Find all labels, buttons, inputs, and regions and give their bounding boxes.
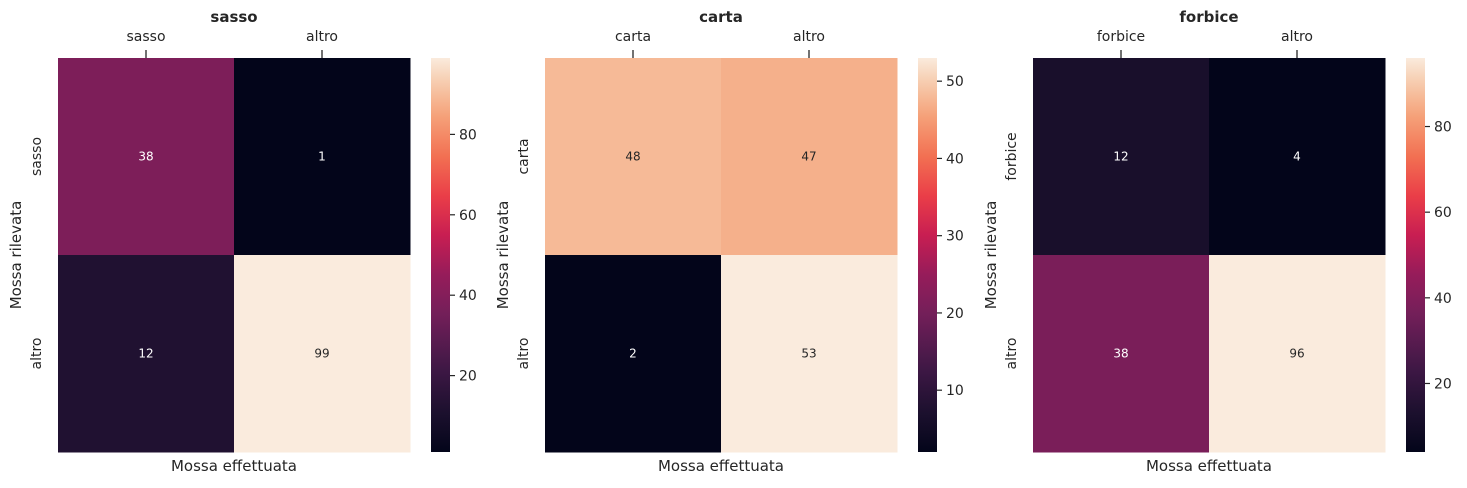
heatmap-cell (721, 58, 898, 256)
cell-value-label: 1 (318, 150, 326, 164)
heatmap-cell (1209, 58, 1386, 256)
cell-value-label: 38 (1113, 347, 1128, 361)
cell-value-label: 53 (801, 347, 816, 361)
y-tick-label: forbice (1004, 132, 1020, 180)
heatmap-cell (1033, 255, 1210, 453)
colorbar-tick-label: 60 (459, 208, 477, 224)
cell-value-label: 47 (801, 150, 816, 164)
colorbar-tick-label: 50 (946, 74, 964, 90)
heatmap-cell (234, 58, 411, 256)
chart-title: carta (699, 8, 743, 26)
colorbar-tick-label: 20 (946, 306, 964, 322)
x-axis-label: Mossa effettuata (658, 457, 784, 475)
cell-value-label: 12 (1113, 150, 1128, 164)
cell-value-label: 12 (138, 347, 153, 361)
colorbar-tick-label: 10 (946, 383, 964, 399)
heatmap-cell (58, 58, 235, 256)
y-axis-label: Mossa rilevata (982, 201, 1000, 310)
colorbar (918, 58, 937, 452)
cell-value-label: 96 (1289, 347, 1304, 361)
colorbar (431, 58, 450, 452)
colorbar-tick-label: 40 (1434, 291, 1452, 307)
x-tick-label: altro (1281, 29, 1313, 45)
heatmap-panel-forbice: 12 4 38 96 forbice forbice altro forbice altro Mo… (982, 8, 1452, 475)
x-tick-label: carta (615, 29, 651, 45)
y-tick-label: altro (516, 338, 532, 370)
colorbar-tick-label: 40 (459, 288, 477, 304)
heatmap-panel-carta: 48 47 2 53 carta carta altro carta altro Mossa ef… (494, 8, 964, 475)
colorbar-tick-label: 60 (1434, 205, 1452, 221)
heatmap-cell (721, 255, 898, 453)
chart-title: sasso (210, 8, 257, 26)
cell-value-label: 4 (1293, 150, 1301, 164)
colorbar (1406, 58, 1425, 452)
y-tick-label: altro (1004, 338, 1020, 370)
heatmap-cell (1209, 255, 1386, 453)
cell-value-label: 2 (629, 347, 637, 361)
x-tick-label: altro (793, 29, 825, 45)
heatmap-panel-sasso: 38 1 12 99 sasso sasso altro sasso altro Mossa ef… (7, 8, 477, 475)
colorbar-tick-label: 30 (946, 229, 964, 245)
x-tick-label: sasso (126, 29, 165, 45)
chart-title: forbice (1179, 8, 1238, 26)
x-tick-label: altro (306, 29, 338, 45)
heatmap-cell (58, 255, 235, 453)
heatmap-cell (234, 255, 411, 453)
heatmap-cell (1033, 58, 1210, 256)
colorbar-tick-label: 80 (1434, 120, 1452, 136)
x-axis-label: Mossa effettuata (171, 457, 297, 475)
y-tick-label: sasso (29, 137, 45, 176)
y-tick-label: carta (516, 138, 532, 174)
cell-value-label: 48 (625, 150, 640, 164)
y-axis-label: Mossa rilevata (7, 201, 25, 310)
cell-value-label: 99 (314, 347, 329, 361)
colorbar-tick-label: 40 (946, 151, 964, 167)
y-tick-label: altro (29, 338, 45, 370)
colorbar-tick-label: 20 (459, 369, 477, 385)
cell-value-label: 38 (138, 150, 153, 164)
x-axis-label: Mossa effettuata (1146, 457, 1272, 475)
heatmap-cell (545, 58, 722, 256)
y-axis-label: Mossa rilevata (494, 201, 512, 310)
colorbar-tick-label: 80 (459, 127, 477, 143)
colorbar-tick-label: 20 (1434, 376, 1452, 392)
heatmap-cell (545, 255, 722, 453)
x-tick-label: forbice (1097, 29, 1145, 45)
